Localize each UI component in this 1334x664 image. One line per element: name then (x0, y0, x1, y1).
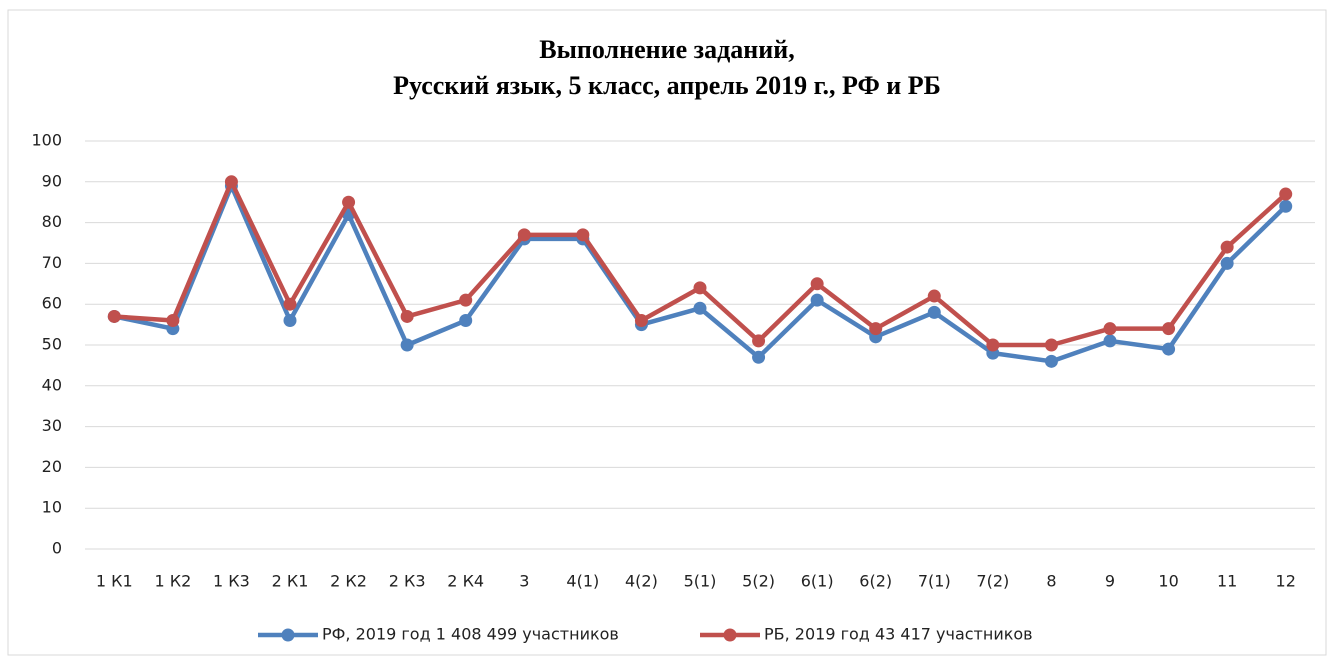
point (342, 195, 356, 209)
x-tick-label: 11 (1217, 572, 1237, 591)
point (927, 289, 941, 303)
y-tick-label: 100 (31, 131, 62, 150)
point (810, 277, 824, 291)
legend-marker (723, 628, 737, 642)
point (752, 350, 766, 364)
point (459, 293, 473, 307)
x-tick-label: 1 К1 (96, 572, 133, 591)
point (1162, 322, 1176, 336)
point (166, 314, 180, 328)
x-tick-label: 10 (1158, 572, 1178, 591)
point (517, 228, 531, 242)
x-tick-label: 2 К4 (447, 572, 484, 591)
point (869, 322, 883, 336)
point (224, 175, 238, 189)
x-tick-label: 9 (1105, 572, 1115, 591)
point (752, 334, 766, 348)
y-tick-label: 30 (42, 416, 62, 435)
x-tick-label: 12 (1276, 572, 1296, 591)
x-tick-label: 4(1) (566, 572, 599, 591)
x-tick-label: 7(2) (976, 572, 1009, 591)
point (1103, 322, 1117, 336)
x-tick-label: 3 (519, 572, 529, 591)
point (107, 309, 121, 323)
point (927, 305, 941, 319)
legend-marker (281, 628, 295, 642)
x-tick-label: 1 К3 (213, 572, 250, 591)
x-tick-label: 8 (1046, 572, 1056, 591)
x-tick-label: 6(2) (859, 572, 892, 591)
point (1279, 199, 1293, 213)
x-tick-label: 6(1) (801, 572, 834, 591)
point (283, 297, 297, 311)
y-tick-label: 50 (42, 335, 62, 354)
point (459, 314, 473, 328)
x-tick-label: 2 К2 (330, 572, 367, 591)
x-tick-label: 4(2) (625, 572, 658, 591)
x-tick-label: 2 К1 (272, 572, 309, 591)
point (693, 281, 707, 295)
y-tick-label: 80 (42, 212, 62, 231)
y-tick-label: 40 (42, 375, 62, 394)
y-tick-label: 70 (42, 253, 62, 272)
x-tick-label: 2 К3 (389, 572, 426, 591)
y-tick-label: 0 (52, 539, 62, 558)
point (1044, 338, 1058, 352)
point (810, 293, 824, 307)
x-tick-label: 5(1) (684, 572, 717, 591)
point (576, 228, 590, 242)
point (1279, 187, 1293, 201)
chart-title: Русский язык, 5 класс, апрель 2019 г., Р… (393, 71, 941, 100)
point (400, 309, 414, 323)
point (1103, 334, 1117, 348)
point (634, 314, 648, 328)
chart-title: Выполнение заданий, (539, 35, 794, 64)
point (986, 338, 1000, 352)
point (283, 314, 297, 328)
x-tick-label: 1 К2 (154, 572, 191, 591)
point (1220, 256, 1234, 270)
y-tick-label: 10 (42, 498, 62, 517)
x-tick-label: 5(2) (742, 572, 775, 591)
point (1044, 354, 1058, 368)
point (1162, 342, 1176, 356)
legend-label: РБ, 2019 год 43 417 участников (764, 625, 1033, 644)
point (693, 301, 707, 315)
point (1220, 240, 1234, 254)
x-tick-label: 7(1) (918, 572, 951, 591)
chart-frame (7, 9, 1327, 656)
y-tick-label: 90 (42, 171, 62, 190)
y-tick-label: 20 (42, 457, 62, 476)
y-tick-label: 60 (42, 294, 62, 313)
point (400, 338, 414, 352)
legend-label: РФ, 2019 год 1 408 499 участников (322, 625, 619, 644)
